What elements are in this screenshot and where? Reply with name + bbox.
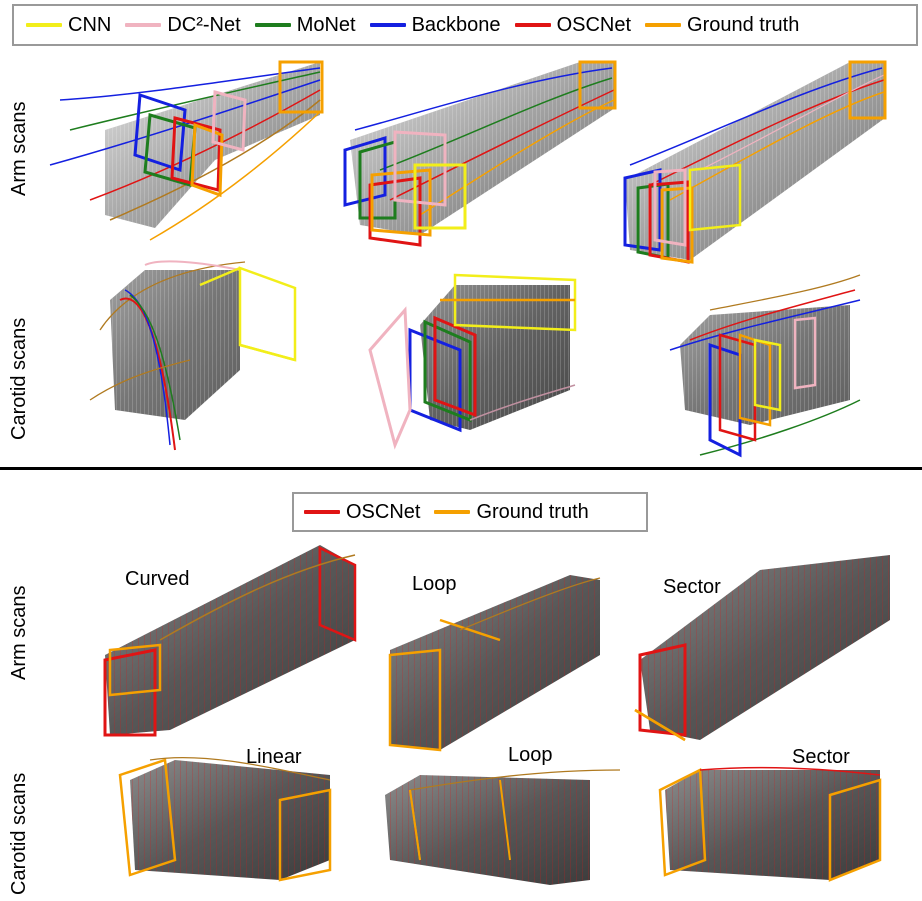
legend-label-oscnet: OSCNet <box>556 13 632 36</box>
legend-swatch-cnn <box>26 23 62 27</box>
legend-swatch-oscnet-bottom <box>304 510 340 514</box>
legend-label-cnn: CNN <box>68 13 112 36</box>
bottom-carotid-scan-sector <box>658 766 882 882</box>
top-arm-scan-3 <box>623 60 887 264</box>
bottom-row-label-arm: Arm scans <box>8 585 30 680</box>
bottom-row-label-carotid: Carotid scans <box>8 772 30 895</box>
scan-label-arm-sector: Sector <box>663 576 721 598</box>
bottom-arm-scan-loop <box>388 575 601 752</box>
scan-label-carotid-loop: Loop <box>508 744 553 766</box>
legend-label-monet: MoNet <box>296 13 356 36</box>
legend-label-ground-truth-bottom: Ground truth <box>476 500 589 523</box>
legend-item-ground-truth: Ground truth <box>645 14 799 37</box>
legend-item-cnn: CNN <box>26 14 111 37</box>
section-divider <box>0 467 922 470</box>
legend-label-dc2net: DC²-Net <box>167 13 241 36</box>
legend-label-ground-truth: Ground truth <box>687 13 800 36</box>
legend-item-backbone: Backbone <box>369 13 501 37</box>
top-arm-scan-1 <box>49 60 324 241</box>
scan-label-carotid-sector: Sector <box>792 746 850 768</box>
legend-item-monet: MoNet <box>254 13 356 37</box>
bottom-carotid-scan-linear <box>118 756 332 882</box>
legend-item-ground-truth-bottom: Ground truth <box>434 500 589 524</box>
legend-swatch-oscnet <box>514 23 551 27</box>
scan-label-arm-loop: Loop <box>412 573 457 595</box>
top-carotid-scan-1 <box>89 260 297 451</box>
legend-swatch-ground-truth <box>645 23 682 27</box>
legend-label-oscnet-bottom: OSCNet <box>346 500 421 523</box>
scan-label-carotid-linear: Linear <box>246 746 302 768</box>
top-arm-scan-2 <box>343 60 617 247</box>
bottom-legend: OSCNet Ground truth <box>292 492 648 532</box>
legend-label-backbone: Backbone <box>411 13 501 36</box>
bottom-arm-scan-curved <box>103 545 357 737</box>
legend-item-dc2net: DC²-Net <box>125 13 241 37</box>
legend-swatch-dc2net <box>125 23 162 27</box>
top-carotid-scan-2 <box>368 273 577 450</box>
bottom-arm-scan-sector <box>634 555 890 742</box>
bottom-carotid-scan-loop <box>385 769 621 885</box>
scan-label-arm-curved: Curved <box>125 568 190 590</box>
top-carotid-scan-3 <box>669 274 861 458</box>
legend-item-oscnet-bottom: OSCNet <box>304 501 420 524</box>
legend-swatch-backbone <box>369 23 406 27</box>
legend-swatch-ground-truth-bottom <box>434 510 471 514</box>
top-legend: CNN DC²-Net MoNet Backbone OSCNet Ground… <box>12 4 918 46</box>
legend-swatch-monet <box>254 23 291 27</box>
legend-item-oscnet: OSCNet <box>514 13 632 37</box>
